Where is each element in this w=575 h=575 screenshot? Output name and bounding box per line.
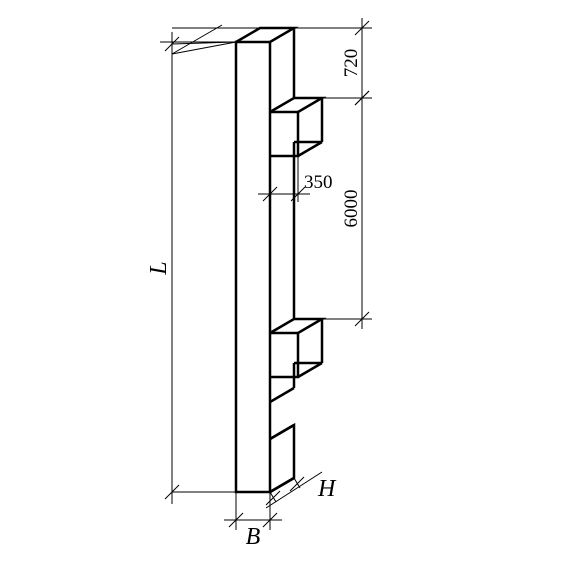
dim-label-720: 720 xyxy=(341,49,362,78)
dim-label-B: B xyxy=(246,524,261,550)
dim-label-L: L xyxy=(146,261,172,275)
dim-label-H: H xyxy=(317,476,337,502)
dim-label-350: 350 xyxy=(304,172,333,193)
dim-label-6000: 6000 xyxy=(341,190,362,228)
